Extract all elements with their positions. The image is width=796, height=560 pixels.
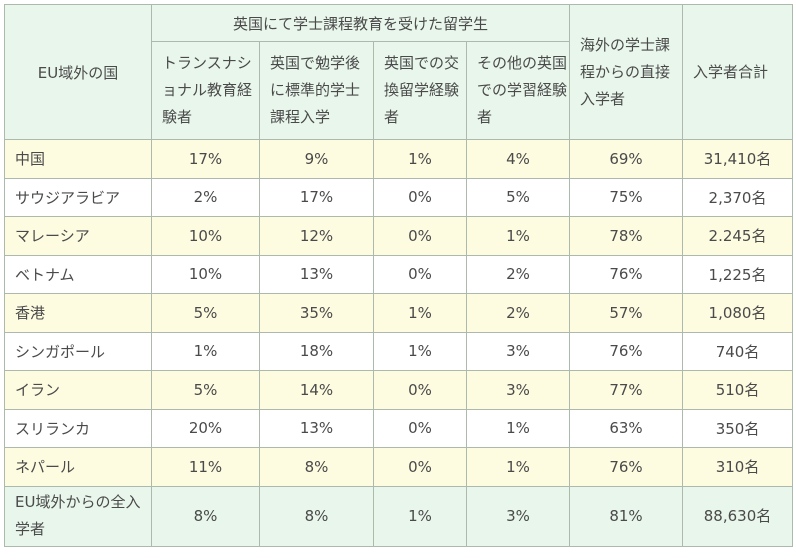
direct-entry-cell: 75% bbox=[569, 177, 684, 217]
transnational-cell: 10% bbox=[151, 216, 260, 256]
total-cell: 350名 bbox=[682, 408, 794, 448]
table-row: 香港 5% 35% 1% 2% 57% 1,080名 bbox=[4, 293, 794, 333]
other-study-cell: 1% bbox=[465, 216, 571, 256]
exchange-cell: 0% bbox=[373, 447, 467, 487]
other-study-cell: 3% bbox=[465, 485, 571, 547]
after-study-cell: 17% bbox=[259, 177, 374, 217]
transnational-cell: 5% bbox=[151, 293, 260, 333]
country-cell: 中国 bbox=[4, 139, 152, 179]
direct-entry-cell: 63% bbox=[569, 408, 684, 448]
header-transnational: トランスナショナル教育経験者 bbox=[151, 41, 260, 140]
other-study-cell: 3% bbox=[465, 370, 571, 410]
direct-entry-cell: 78% bbox=[569, 216, 684, 256]
other-study-cell: 5% bbox=[465, 177, 571, 217]
direct-entry-cell: 69% bbox=[569, 139, 684, 179]
exchange-cell: 1% bbox=[373, 293, 467, 333]
country-cell: 香港 bbox=[4, 293, 152, 333]
table-row: マレーシア 10% 12% 0% 1% 78% 2.245名 bbox=[4, 216, 794, 256]
total-cell: 2,370名 bbox=[682, 177, 794, 217]
table-row: ネパール 11% 8% 0% 1% 76% 310名 bbox=[4, 447, 794, 487]
after-study-cell: 13% bbox=[259, 254, 374, 294]
country-cell: マレーシア bbox=[4, 216, 152, 256]
table-row: シンガポール 1% 18% 1% 3% 76% 740名 bbox=[4, 331, 794, 371]
header-exchange: 英国での交換留学経験者 bbox=[373, 41, 467, 140]
country-cell: EU域外からの全入学者 bbox=[4, 485, 152, 547]
header-total: 入学者合計 bbox=[682, 4, 794, 140]
country-cell: シンガポール bbox=[4, 331, 152, 371]
total-cell: 1,080名 bbox=[682, 293, 794, 333]
total-row: EU域外からの全入学者 8% 8% 1% 3% 81% 88,630名 bbox=[4, 485, 794, 547]
table-row: ベトナム 10% 13% 0% 2% 76% 1,225名 bbox=[4, 254, 794, 294]
other-study-cell: 1% bbox=[465, 447, 571, 487]
transnational-cell: 20% bbox=[151, 408, 260, 448]
total-cell: 2.245名 bbox=[682, 216, 794, 256]
transnational-cell: 2% bbox=[151, 177, 260, 217]
transnational-cell: 11% bbox=[151, 447, 260, 487]
header-country: EU域外の国 bbox=[4, 4, 152, 140]
other-study-cell: 3% bbox=[465, 331, 571, 371]
after-study-cell: 13% bbox=[259, 408, 374, 448]
exchange-cell: 0% bbox=[373, 408, 467, 448]
after-study-cell: 12% bbox=[259, 216, 374, 256]
after-study-cell: 8% bbox=[259, 485, 374, 547]
country-cell: イラン bbox=[4, 370, 152, 410]
exchange-cell: 0% bbox=[373, 216, 467, 256]
table-row: スリランカ 20% 13% 0% 1% 63% 350名 bbox=[4, 408, 794, 448]
after-study-cell: 8% bbox=[259, 447, 374, 487]
direct-entry-cell: 76% bbox=[569, 447, 684, 487]
country-cell: サウジアラビア bbox=[4, 177, 152, 217]
total-cell: 88,630名 bbox=[682, 485, 794, 547]
transnational-cell: 1% bbox=[151, 331, 260, 371]
other-study-cell: 1% bbox=[465, 408, 571, 448]
table-row: サウジアラビア 2% 17% 0% 5% 75% 2,370名 bbox=[4, 177, 794, 217]
exchange-cell: 1% bbox=[373, 331, 467, 371]
table-row: イラン 5% 14% 0% 3% 77% 510名 bbox=[4, 370, 794, 410]
total-cell: 1,225名 bbox=[682, 254, 794, 294]
student-statistics-table: EU域外の国 英国にて学士課程教育を受けた留学生 海外の学士課程からの直接入学者… bbox=[4, 4, 794, 547]
exchange-cell: 1% bbox=[373, 139, 467, 179]
direct-entry-cell: 76% bbox=[569, 254, 684, 294]
header-direct-entry: 海外の学士課程からの直接入学者 bbox=[569, 4, 684, 140]
total-cell: 310名 bbox=[682, 447, 794, 487]
country-cell: スリランカ bbox=[4, 408, 152, 448]
exchange-cell: 0% bbox=[373, 370, 467, 410]
direct-entry-cell: 81% bbox=[569, 485, 684, 547]
transnational-cell: 17% bbox=[151, 139, 260, 179]
direct-entry-cell: 77% bbox=[569, 370, 684, 410]
direct-entry-cell: 76% bbox=[569, 331, 684, 371]
exchange-cell: 1% bbox=[373, 485, 467, 547]
other-study-cell: 2% bbox=[465, 293, 571, 333]
after-study-cell: 18% bbox=[259, 331, 374, 371]
other-study-cell: 2% bbox=[465, 254, 571, 294]
total-cell: 31,410名 bbox=[682, 139, 794, 179]
country-cell: ベトナム bbox=[4, 254, 152, 294]
table-body: 中国 17% 9% 1% 4% 69% 31,410名 サウジアラビア 2% 1… bbox=[4, 139, 794, 547]
header-other-study: その他の英国での学習経験者 bbox=[465, 41, 571, 140]
direct-entry-cell: 57% bbox=[569, 293, 684, 333]
total-cell: 740名 bbox=[682, 331, 794, 371]
table-header: EU域外の国 英国にて学士課程教育を受けた留学生 海外の学士課程からの直接入学者… bbox=[4, 4, 794, 140]
other-study-cell: 4% bbox=[465, 139, 571, 179]
header-after-study: 英国で勉学後に標準的学士課程入学 bbox=[259, 41, 374, 140]
after-study-cell: 35% bbox=[259, 293, 374, 333]
transnational-cell: 10% bbox=[151, 254, 260, 294]
after-study-cell: 14% bbox=[259, 370, 374, 410]
total-cell: 510名 bbox=[682, 370, 794, 410]
table-row: 中国 17% 9% 1% 4% 69% 31,410名 bbox=[4, 139, 794, 179]
header-uk-group: 英国にて学士課程教育を受けた留学生 bbox=[150, 4, 571, 42]
country-cell: ネパール bbox=[4, 447, 152, 487]
exchange-cell: 0% bbox=[373, 254, 467, 294]
transnational-cell: 5% bbox=[151, 370, 260, 410]
transnational-cell: 8% bbox=[151, 485, 260, 547]
exchange-cell: 0% bbox=[373, 177, 467, 217]
after-study-cell: 9% bbox=[259, 139, 374, 179]
